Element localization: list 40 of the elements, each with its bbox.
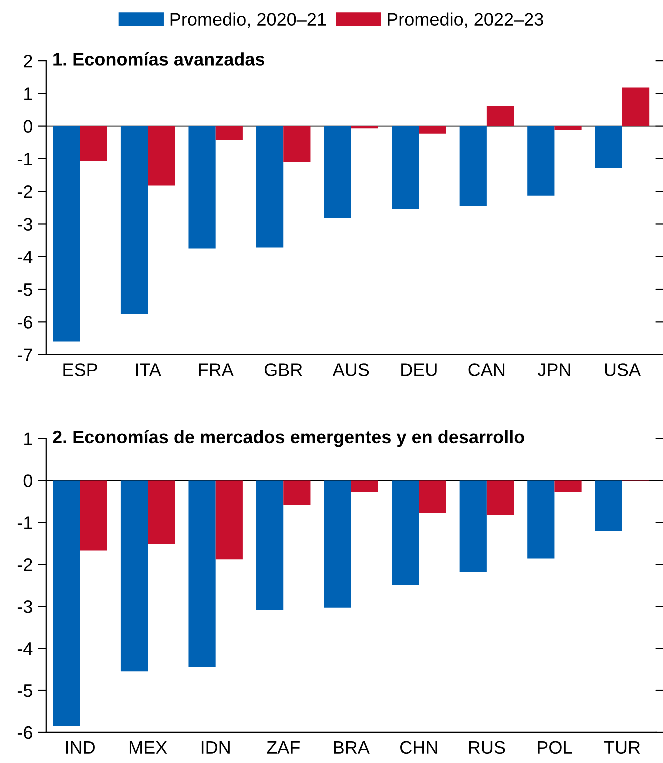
x-tick-label: IND	[66, 741, 95, 754]
chart-title: 2. Economías de mercados emergentes y en desarrollo	[53, 430, 524, 448]
y-tick-label: 0	[24, 474, 33, 488]
x-tick-label: BRA	[334, 741, 370, 754]
y-tick-label: -6	[18, 316, 32, 329]
y-tick-label: -4	[18, 250, 33, 264]
y-tick-label: -2	[18, 558, 32, 572]
legend-label: Promedio, 2022–23	[388, 12, 544, 28]
x-tick-label: USA	[605, 364, 642, 376]
legend-label: Promedio, 2020–21	[170, 12, 326, 28]
x-tick-label: JPN	[538, 364, 570, 376]
y-tick-label: -3	[18, 600, 32, 614]
x-tick-label: DEU	[402, 364, 437, 376]
y-tick-label: -6	[18, 726, 32, 740]
y-tick-label: 1	[24, 432, 32, 446]
y-tick-label: -3	[18, 218, 32, 231]
x-tick-label: TUR	[604, 741, 640, 754]
x-tick-label: CAN	[468, 364, 505, 376]
y-tick-label: 0	[24, 120, 33, 134]
x-tick-label: ITA	[136, 364, 162, 376]
y-tick-label: -1	[18, 516, 32, 530]
y-tick-label: 1	[24, 88, 32, 100]
x-tick-label: FRA	[199, 364, 234, 376]
y-tick-label: -7	[18, 348, 32, 362]
y-tick-label: 2	[24, 54, 32, 68]
x-tick-label: RUS	[469, 741, 506, 754]
x-tick-label: IDN	[202, 741, 230, 754]
x-tick-label: ESP	[64, 364, 98, 376]
x-tick-label: CHN	[400, 741, 438, 754]
y-tick-label: -5	[18, 284, 32, 296]
chart-title: 1. Economías avanzadas	[54, 52, 265, 66]
x-tick-label: AUS	[332, 364, 370, 376]
y-tick-label: -5	[18, 684, 32, 698]
x-tick-label: ZAF	[267, 741, 300, 754]
x-tick-label: POL	[538, 741, 572, 754]
x-tick-label: GBR	[264, 364, 302, 376]
x-tick-label: MEX	[130, 741, 168, 754]
y-tick-label: -2	[18, 186, 32, 198]
y-tick-label: -1	[18, 153, 32, 166]
y-tick-label: -4	[18, 642, 33, 656]
